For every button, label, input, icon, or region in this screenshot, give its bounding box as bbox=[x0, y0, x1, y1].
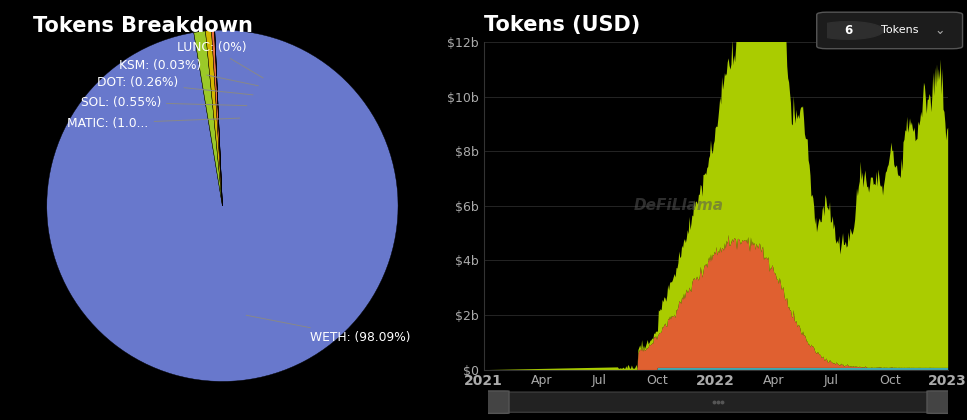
Text: SOL: (0.55%): SOL: (0.55%) bbox=[80, 96, 247, 109]
FancyBboxPatch shape bbox=[480, 392, 957, 412]
Text: LUNC: (0%): LUNC: (0%) bbox=[177, 41, 263, 78]
Circle shape bbox=[813, 21, 884, 39]
Text: WETH: (98.09%): WETH: (98.09%) bbox=[247, 315, 411, 344]
Text: MATIC: (1.0...: MATIC: (1.0... bbox=[68, 117, 240, 130]
Wedge shape bbox=[46, 30, 398, 381]
Text: KSM: (0.03%): KSM: (0.03%) bbox=[119, 59, 258, 86]
FancyBboxPatch shape bbox=[927, 391, 952, 413]
Text: DOT: (0.26%): DOT: (0.26%) bbox=[98, 76, 253, 95]
Text: Tokens: Tokens bbox=[881, 26, 919, 35]
Wedge shape bbox=[212, 30, 222, 206]
Wedge shape bbox=[193, 31, 222, 206]
Text: Tokens (USD): Tokens (USD) bbox=[484, 15, 640, 35]
Text: 6: 6 bbox=[844, 24, 852, 37]
FancyBboxPatch shape bbox=[817, 12, 962, 49]
Text: ⌄: ⌄ bbox=[935, 24, 945, 37]
Text: Tokens Breakdown: Tokens Breakdown bbox=[33, 16, 252, 36]
FancyBboxPatch shape bbox=[484, 391, 509, 413]
Text: DeFiLlama: DeFiLlama bbox=[633, 198, 723, 213]
Wedge shape bbox=[205, 31, 222, 206]
Wedge shape bbox=[215, 30, 222, 206]
Wedge shape bbox=[215, 30, 222, 206]
